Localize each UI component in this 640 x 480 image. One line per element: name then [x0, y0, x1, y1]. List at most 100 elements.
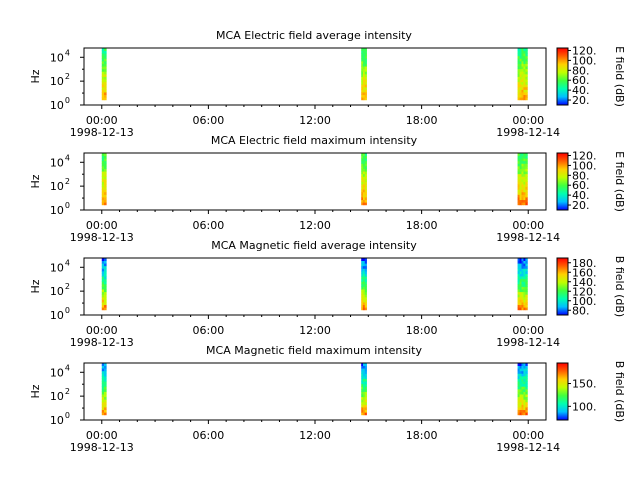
- heatmap-cell: [361, 375, 364, 379]
- heatmap-cell: [362, 263, 366, 267]
- heatmap-cell: [101, 173, 105, 177]
- panel-title: MCA Magnetic field maximum intensity: [206, 344, 422, 357]
- heatmap-cell: [523, 268, 526, 272]
- heatmap-cell: [364, 48, 367, 51]
- heatmap-cell: [519, 368, 522, 372]
- heatmap-cell: [101, 394, 105, 398]
- heatmap-cell: [103, 89, 107, 93]
- y-tick-exponent: 2: [65, 387, 70, 396]
- colorbar-tick-label: 40.: [572, 84, 590, 97]
- heatmap-cell: [101, 365, 105, 369]
- heatmap-cell: [519, 53, 522, 57]
- heatmap-cell: [103, 178, 107, 182]
- heatmap-cell: [519, 396, 522, 400]
- heatmap-cell: [519, 155, 522, 159]
- heatmap-cells: [101, 48, 528, 101]
- heatmap-cell: [517, 153, 520, 156]
- heatmap-cell: [517, 276, 520, 280]
- heatmap-cell: [361, 412, 364, 416]
- heatmap-cell: [362, 171, 366, 175]
- heatmap-cell: [519, 289, 522, 293]
- heatmap-cell: [362, 283, 366, 287]
- heatmap-cell: [523, 178, 526, 182]
- heatmap-cell: [519, 60, 522, 64]
- heatmap-cell: [523, 191, 526, 195]
- heatmap-cell: [525, 50, 528, 54]
- x-tick-label: 18:00: [406, 429, 438, 442]
- heatmap-cell: [519, 409, 522, 413]
- heatmap-cell: [525, 163, 528, 167]
- heatmap-cell: [517, 388, 520, 392]
- heatmap-cell: [517, 281, 520, 285]
- heatmap-cell: [519, 181, 522, 185]
- heatmap-cell: [521, 155, 524, 159]
- heatmap-cell: [521, 263, 524, 267]
- heatmap-cell: [103, 263, 107, 267]
- date-label-end: 1998-12-14: [496, 441, 560, 454]
- heatmap-cell: [519, 260, 522, 264]
- heatmap-cell: [525, 388, 528, 392]
- y-tick-label: 102: [50, 177, 70, 193]
- heatmap-cell: [517, 307, 520, 311]
- heatmap-cell: [362, 296, 366, 300]
- heatmap-cell: [361, 63, 364, 67]
- heatmap-cell: [361, 388, 364, 392]
- heatmap-cell: [103, 94, 107, 98]
- heatmap-cell: [364, 381, 367, 385]
- heatmap-cell: [361, 378, 364, 382]
- heatmap-cell: [101, 176, 105, 180]
- heatmap-cell: [364, 265, 367, 269]
- heatmap-cell: [364, 370, 367, 374]
- y-tick-label: 104: [50, 48, 70, 64]
- heatmap-cell: [362, 158, 366, 162]
- heatmap-cell: [519, 71, 522, 75]
- heatmap-cell: [525, 76, 528, 80]
- heatmap-cell: [101, 76, 105, 80]
- heatmap-cell: [517, 299, 520, 303]
- heatmap-cell: [103, 370, 107, 374]
- heatmap-cell: [103, 92, 107, 96]
- heatmap-cell: [103, 68, 107, 72]
- heatmap-cell: [521, 97, 524, 101]
- heatmap-cell: [523, 94, 526, 98]
- heatmap-cell: [101, 50, 105, 54]
- heatmap-cell: [517, 404, 520, 408]
- heatmap-cell: [525, 270, 528, 274]
- heatmap-cell: [523, 173, 526, 177]
- heatmap-cell: [364, 194, 367, 198]
- heatmap-cell: [517, 168, 520, 172]
- heatmap-cell: [364, 202, 367, 206]
- heatmap-cell: [362, 66, 366, 70]
- heatmap-cell: [361, 289, 364, 293]
- heatmap-cell: [523, 278, 526, 282]
- heatmap-cell: [521, 381, 524, 385]
- heatmap-cell: [364, 181, 367, 185]
- heatmap-cell: [519, 153, 522, 156]
- heatmap-cell: [362, 79, 366, 83]
- heatmap-cell: [517, 194, 520, 198]
- heatmap-cell: [523, 304, 526, 308]
- heatmap-cell: [517, 363, 520, 366]
- heatmap-cell: [521, 163, 524, 167]
- heatmap-cell: [361, 66, 364, 70]
- heatmap-cell: [364, 171, 367, 175]
- heatmap-cell: [523, 412, 526, 416]
- heatmap-cell: [523, 409, 526, 413]
- heatmap-cell: [103, 73, 107, 77]
- heatmap-cell: [362, 71, 366, 75]
- heatmap-cell: [523, 155, 526, 159]
- heatmap-cell: [523, 73, 526, 77]
- heatmap-cell: [517, 173, 520, 177]
- y-axis-label: Hz: [29, 174, 42, 188]
- heatmap-cell: [525, 189, 528, 193]
- heatmap-cell: [364, 84, 367, 88]
- heatmap-cell: [361, 60, 364, 64]
- colorbar-tick-label: 150.: [572, 378, 597, 391]
- heatmap-cell: [101, 383, 105, 387]
- heatmap-cell: [525, 394, 528, 398]
- heatmap-cell: [364, 89, 367, 93]
- heatmap-cell: [362, 307, 366, 311]
- heatmap-cell: [103, 173, 107, 177]
- heatmap-cell: [517, 296, 520, 300]
- heatmap-cell: [362, 370, 366, 374]
